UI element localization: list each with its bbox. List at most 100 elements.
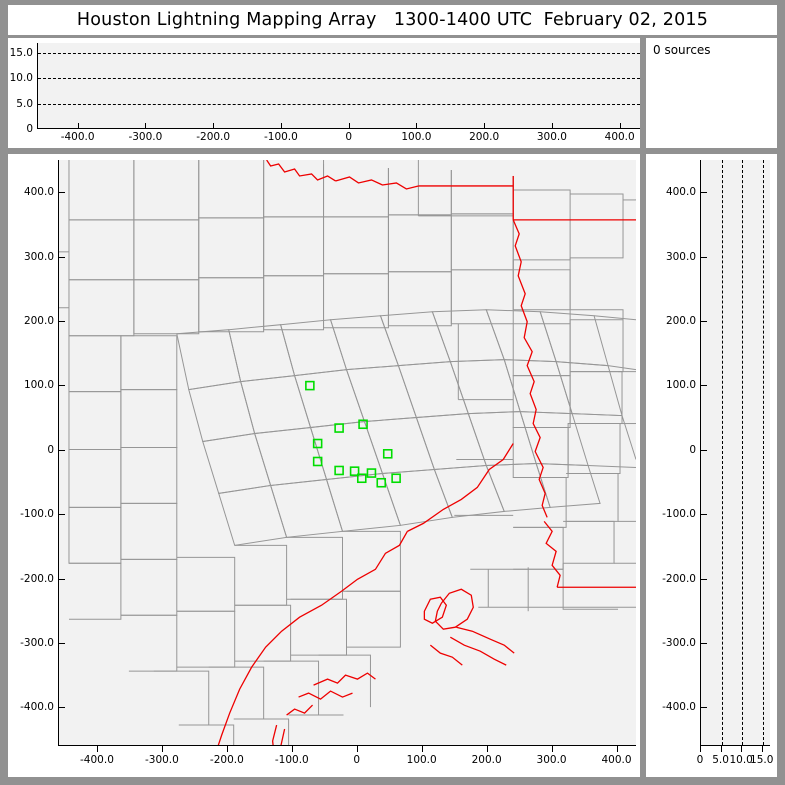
altitude-y-tick (700, 449, 707, 451)
time-height-y-tick-label: 5.0 (16, 97, 33, 110)
time-height-x-tick (348, 123, 350, 129)
altitude-y-tick (700, 320, 707, 322)
map-x-tick-label: 200.0 (471, 754, 502, 766)
source-count-panel: 0 sources (646, 38, 777, 148)
altitude-y-tick (700, 256, 707, 258)
map-y-tick (58, 256, 65, 258)
altitude-y-ticks (700, 154, 708, 746)
page-title: Houston Lightning Mapping Array 1300-140… (76, 10, 709, 30)
map-x-tick (616, 746, 618, 752)
station-marker (305, 380, 315, 391)
station-marker (391, 473, 401, 484)
altitude-gridline (762, 160, 764, 745)
map-y-tick-label: -300.0 (20, 636, 54, 649)
altitude-y-tick-label: -200.0 (662, 572, 696, 585)
altitude-y-tick-label: -100.0 (662, 508, 696, 521)
time-height-x-tick-label: 300.0 (536, 131, 567, 143)
altitude-y-axis-labels: -400.0 -300.0 -200.0 -100.0 0 100.0 200.0 300.0… (646, 154, 696, 746)
time-height-y-tick-label: 0 (26, 123, 33, 135)
station-marker (312, 438, 323, 449)
altitude-y-tick-label: 300.0 (665, 250, 696, 263)
source-count-label: 0 sources (653, 43, 711, 57)
time-height-x-tick-label: -300.0 (128, 131, 163, 143)
altitude-y-tick-label: 0 (689, 443, 696, 456)
map-x-tick (226, 746, 228, 752)
map-geography (59, 160, 636, 745)
map-y-ticks (58, 154, 66, 746)
map-x-tick-label: -100.0 (274, 754, 309, 766)
station-marker (356, 473, 367, 484)
time-height-x-tick-label: 400.0 (604, 131, 635, 143)
altitude-y-tick (700, 642, 707, 644)
map-y-tick (58, 449, 65, 451)
map-y-tick (58, 707, 65, 709)
time-height-x-tick-label: -400.0 (60, 131, 95, 143)
station-marker (382, 449, 393, 459)
station-marker (334, 465, 344, 476)
altitude-y-tick-label: -300.0 (662, 636, 696, 649)
time-height-y-axis-labels: 0 5.0 10.0 15.0 (8, 38, 33, 135)
map-x-tick (161, 746, 163, 752)
altitude-x-tick-label: 15.0 (750, 754, 774, 766)
map-x-tick-label: 300.0 (536, 754, 567, 766)
map-y-tick (58, 642, 65, 644)
time-height-x-tick-label: 100.0 (401, 131, 432, 143)
map-y-tick-label: -100.0 (20, 508, 54, 521)
map-x-tick (486, 746, 488, 752)
altitude-x-tick (761, 746, 763, 752)
time-height-x-tick (213, 123, 215, 129)
time-height-x-tick (619, 123, 621, 129)
altitude-x-tick-label: 5.0 (712, 754, 729, 766)
altitude-histogram-panel: -400.0 -300.0 -200.0 -100.0 0 100.0 200.0 300.0… (646, 154, 777, 777)
map-x-tick-label: -200.0 (209, 754, 244, 766)
time-height-x-tick (77, 123, 79, 129)
altitude-gridline (721, 160, 723, 745)
map-x-tick (551, 746, 553, 752)
altitude-x-tick-label: 0 (696, 754, 704, 766)
station-marker (358, 419, 368, 430)
time-height-panel: 0 5.0 10.0 15.0 -400.0 -300.0 -200.0 -100.0 0 10… (8, 38, 640, 148)
time-height-y-tick-label: 10.0 (9, 72, 33, 85)
altitude-y-tick (700, 514, 707, 516)
map-x-tick-label: 400.0 (601, 754, 632, 766)
station-marker (312, 456, 323, 467)
map-y-tick (58, 578, 65, 580)
altitude-x-tick (700, 746, 701, 752)
altitude-x-tick (720, 746, 722, 752)
map-y-tick (58, 320, 65, 322)
time-height-x-tick (416, 123, 418, 129)
map-y-tick (58, 192, 65, 194)
time-height-x-ticks (37, 38, 640, 129)
county-boundaries (59, 160, 636, 745)
map-y-tick-label: -200.0 (20, 572, 54, 585)
time-height-plot-area[interactable] (37, 43, 640, 129)
altitude-y-tick (700, 707, 707, 709)
time-height-x-axis-labels: -400.0 -300.0 -200.0 -100.0 0 100.0 200.0 300.0… (37, 131, 640, 147)
station-marker (366, 468, 377, 478)
time-height-gridline (38, 53, 640, 55)
plan-view-map-panel: -400.0 -300.0 -200.0 -100.0 0 100.0 200.0 300.0… (8, 154, 640, 777)
time-height-x-tick (280, 123, 282, 129)
station-marker (334, 423, 344, 433)
time-height-gridline (38, 78, 640, 80)
map-x-tick-label: -300.0 (144, 754, 179, 766)
map-y-tick-label: 100.0 (23, 379, 54, 392)
altitude-y-tick-label: 400.0 (665, 186, 696, 199)
station-marker (376, 477, 387, 488)
map-x-ticks (58, 746, 636, 754)
map-y-tick-label: 400.0 (23, 186, 54, 199)
altitude-gridline (742, 160, 744, 745)
time-height-gridline (38, 103, 640, 105)
time-height-x-tick-label: -200.0 (196, 131, 231, 143)
map-y-tick-label: 200.0 (23, 314, 54, 327)
map-x-tick (356, 746, 358, 752)
map-x-tick (421, 746, 423, 752)
altitude-y-tick-label: -400.0 (662, 701, 696, 714)
altitude-y-tick (700, 385, 707, 387)
time-height-x-tick (145, 123, 147, 129)
map-plot-area[interactable] (58, 160, 636, 746)
altitude-plot-area[interactable] (700, 160, 770, 746)
altitude-y-tick (700, 578, 707, 580)
altitude-y-tick (700, 192, 707, 194)
time-height-x-tick-label: 0 (345, 131, 352, 143)
